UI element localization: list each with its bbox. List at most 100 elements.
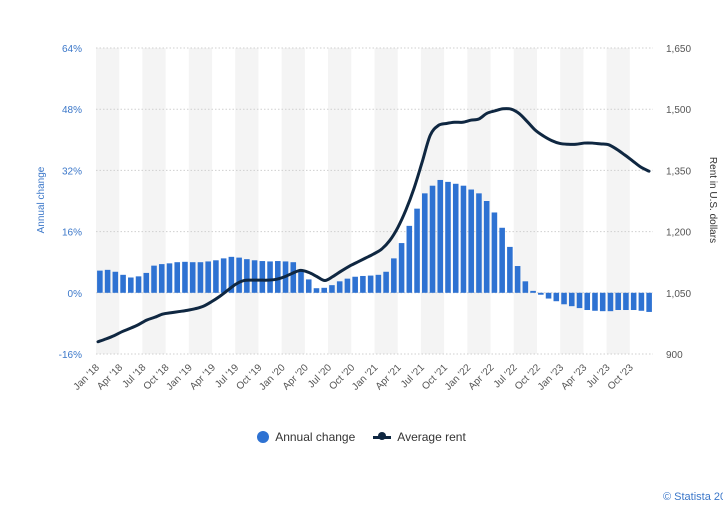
bar-annual-change[interactable]: [445, 181, 451, 293]
bar-annual-change[interactable]: [561, 292, 567, 305]
bar-annual-change[interactable]: [638, 292, 645, 311]
bar-annual-change[interactable]: [143, 272, 150, 293]
bar-annual-change[interactable]: [421, 193, 428, 293]
bar-annual-change[interactable]: [646, 292, 652, 312]
bar-annual-change[interactable]: [452, 183, 459, 293]
bar-annual-change[interactable]: [112, 271, 119, 293]
legend-label-average-rent: Average rent: [397, 430, 466, 444]
bar-annual-change[interactable]: [507, 246, 513, 293]
band-8: [281, 48, 305, 354]
legend-item-average-rent[interactable]: Average rent: [373, 430, 466, 444]
left-tick-label: 32%: [62, 166, 82, 177]
bar-annual-change[interactable]: [158, 264, 165, 293]
band-0: [96, 48, 120, 354]
bar-annual-change[interactable]: [97, 270, 103, 293]
bar-annual-change[interactable]: [607, 292, 614, 312]
bar-annual-change[interactable]: [630, 292, 637, 311]
bar-annual-change[interactable]: [360, 275, 366, 293]
bar-annual-change[interactable]: [305, 279, 312, 293]
right-axis-title: Rent in U.S. dollars: [707, 157, 718, 243]
band-6: [235, 48, 259, 354]
bar-annual-change[interactable]: [483, 201, 490, 293]
bar-annual-change[interactable]: [275, 261, 281, 293]
x-tick-label: Apr '23: [559, 362, 589, 392]
bar-annual-change[interactable]: [530, 290, 536, 293]
bar-annual-change[interactable]: [151, 265, 157, 293]
legend-bar-swatch-icon: [257, 431, 270, 443]
bar-annual-change[interactable]: [437, 179, 444, 293]
x-tick-label: Oct '23: [606, 362, 636, 392]
band-22: [606, 48, 630, 354]
bar-annual-change[interactable]: [135, 276, 142, 293]
bar-annual-change[interactable]: [352, 276, 358, 293]
bar-annual-change[interactable]: [592, 292, 598, 311]
bar-annual-change[interactable]: [514, 266, 521, 293]
bar-annual-change[interactable]: [174, 262, 181, 293]
bar-annual-change[interactable]: [213, 260, 219, 293]
bar-annual-change[interactable]: [460, 185, 467, 293]
bar-annual-change[interactable]: [313, 288, 320, 293]
band-10: [328, 48, 352, 354]
bar-annual-change[interactable]: [197, 262, 204, 293]
bar-annual-change[interactable]: [576, 292, 583, 309]
bar-annual-change[interactable]: [220, 258, 227, 293]
x-tick-label: Apr '21: [374, 362, 404, 392]
left-tick-label: 0%: [68, 289, 83, 300]
left-tick-label: 64%: [62, 44, 82, 55]
bar-annual-change[interactable]: [545, 292, 552, 299]
bar-annual-change[interactable]: [414, 208, 420, 293]
legend-item-annual-change[interactable]: Annual change: [257, 430, 355, 444]
bar-annual-change[interactable]: [128, 277, 134, 293]
bar-annual-change[interactable]: [383, 271, 389, 293]
bar-annual-change[interactable]: [205, 261, 211, 293]
bar-annual-change[interactable]: [251, 260, 258, 293]
bar-annual-change[interactable]: [568, 292, 575, 307]
bar-annual-change[interactable]: [584, 292, 591, 311]
bar-annual-change[interactable]: [236, 257, 242, 293]
bar-annual-change[interactable]: [336, 281, 343, 293]
bar-annual-change[interactable]: [329, 285, 335, 293]
bar-annual-change[interactable]: [104, 269, 111, 293]
statista-credit[interactable]: © Statista 2024: [663, 491, 723, 503]
bar-annual-change[interactable]: [553, 292, 560, 302]
bar-annual-change[interactable]: [244, 259, 250, 293]
bar-annual-change[interactable]: [538, 292, 544, 295]
bar-annual-change[interactable]: [166, 263, 173, 293]
average-rent-line[interactable]: [96, 107, 651, 344]
bar-annual-change[interactable]: [429, 185, 436, 293]
left-tick-label: 16%: [62, 228, 82, 239]
band-18: [513, 48, 537, 354]
x-tick-label: Apr '22: [467, 362, 497, 392]
bar-annual-change[interactable]: [298, 269, 304, 293]
bar-annual-change[interactable]: [522, 281, 529, 293]
bar-annual-change[interactable]: [398, 243, 405, 293]
bar-annual-change[interactable]: [391, 258, 397, 293]
legend-line-swatch-icon: [373, 432, 392, 440]
bar-annual-change[interactable]: [623, 292, 629, 311]
bar-annual-change[interactable]: [367, 275, 374, 293]
bar-annual-change[interactable]: [259, 261, 266, 293]
bar-annual-change[interactable]: [290, 262, 297, 293]
left-tick-label: 48%: [62, 105, 82, 116]
left-y-axis: -16% 0% 16% 32% 48% 64%: [59, 44, 82, 361]
bar-annual-change[interactable]: [499, 227, 505, 293]
bar-annual-change[interactable]: [267, 261, 273, 293]
bar-annual-change[interactable]: [321, 287, 328, 293]
bar-annual-change[interactable]: [189, 262, 196, 293]
bar-annual-change[interactable]: [615, 292, 621, 311]
bar-annual-change[interactable]: [375, 274, 382, 293]
bar-annual-change[interactable]: [406, 225, 413, 293]
left-axis-title: Annual change: [36, 166, 47, 233]
bar-annual-change[interactable]: [344, 278, 351, 293]
line-series-average-rent: [96, 107, 651, 344]
bar-annual-change[interactable]: [120, 274, 126, 293]
bar-annual-change[interactable]: [476, 193, 482, 293]
bar-annual-change[interactable]: [491, 212, 498, 293]
bar-annual-change[interactable]: [468, 189, 474, 293]
bar-annual-change[interactable]: [599, 292, 606, 312]
bar-annual-change[interactable]: [228, 256, 235, 293]
bar-annual-change[interactable]: [182, 261, 188, 293]
